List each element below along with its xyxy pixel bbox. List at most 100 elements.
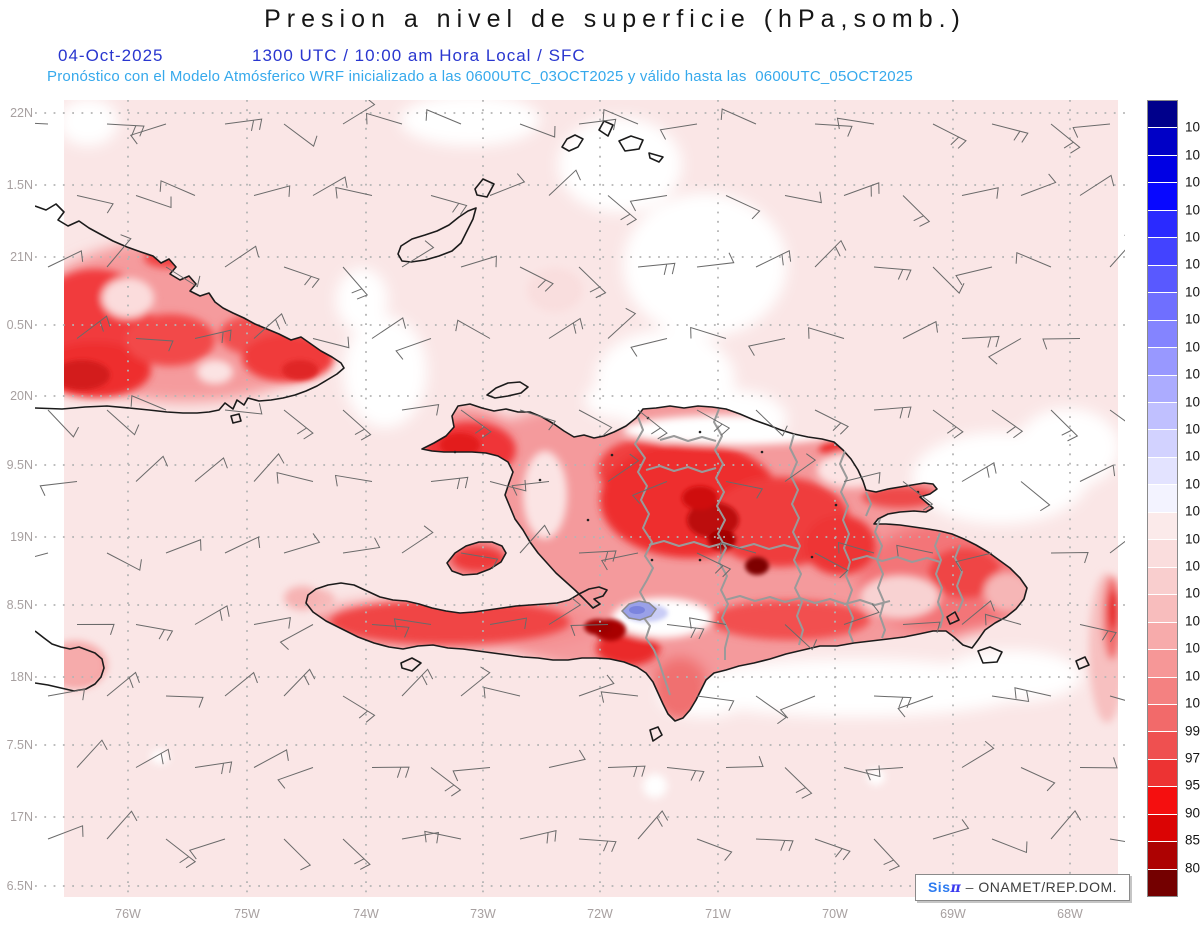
colorbar-tick-label: 1020 — [1185, 311, 1200, 327]
colorbar-tick-label: 1004 — [1185, 640, 1200, 656]
pressure-field — [64, 238, 1118, 723]
lon-label: 70W — [822, 907, 848, 921]
colorbar-cell — [1148, 677, 1177, 705]
caicos-island-1 — [561, 134, 584, 152]
watermark-org: ONAMET/REP.DOM. — [978, 879, 1118, 895]
colorbar-cell — [1148, 814, 1177, 843]
lat-label: 21N — [10, 250, 33, 264]
colorbar-tick-label: 1000 — [1185, 695, 1200, 711]
ile-a-vache-island — [400, 657, 422, 672]
colorbar-tick-label: 1019 — [1185, 339, 1200, 355]
colorbar-tick-label: 900 — [1185, 805, 1200, 821]
colorbar-cell — [1148, 540, 1177, 568]
province-borders — [634, 408, 964, 696]
colorbar-cell — [1148, 595, 1177, 623]
colorbar-tick-label: 970 — [1185, 750, 1200, 766]
sispi-logo: Sis — [927, 879, 951, 895]
lon-label: 74W — [353, 907, 379, 921]
lat-label: 0.5N — [6, 318, 33, 332]
colorbar-tick-label: 1030 — [1185, 202, 1200, 218]
lake-enriquillo — [620, 600, 658, 621]
lat-label: 1.5N — [6, 178, 33, 192]
colorbar-tick-label: 1017 — [1185, 394, 1200, 410]
pressure-map — [35, 100, 1125, 898]
colorbar-tick-label: 1013 — [1185, 503, 1200, 519]
caicos-island-4 — [648, 152, 664, 163]
caicos-island-3 — [618, 135, 644, 152]
colorbar-cell — [1148, 842, 1177, 870]
pressure-colorbar — [1147, 100, 1178, 897]
colorbar-cell — [1148, 402, 1177, 431]
colorbar-cell — [1148, 732, 1177, 760]
page-title: Presion a nivel de superficie (hPa,somb.… — [264, 5, 966, 33]
cuba-islet — [230, 413, 242, 424]
colorbar-cell — [1148, 320, 1177, 349]
colorbar-cell — [1148, 704, 1177, 733]
datetime-line: 04-Oct-2025 1300 UTC / 10:00 am Hora Loc… — [0, 46, 1200, 66]
colorbar-tick-label: 1015 — [1185, 448, 1200, 464]
lat-label: 18N — [10, 670, 33, 684]
lon-label: 73W — [470, 907, 496, 921]
colorbar-tick-label: 1006 — [1185, 613, 1200, 629]
colorbar-tick-label: 990 — [1185, 723, 1200, 739]
colorbar-cell — [1148, 622, 1177, 651]
colorbar-tick-label: 1040 — [1185, 147, 1200, 163]
lon-label: 69W — [940, 907, 966, 921]
colorbar-cell — [1148, 567, 1177, 596]
colorbar-cell — [1148, 375, 1177, 403]
forecast-time: 1300 UTC / 10:00 am Hora Local / SFC — [252, 46, 586, 65]
lat-label: 17N — [10, 810, 33, 824]
colorbar-tick-label: 850 — [1185, 832, 1200, 848]
lon-label: 75W — [234, 907, 260, 921]
colorbar-tick-label: 1050 — [1185, 119, 1200, 135]
colorbar-cell — [1148, 430, 1177, 458]
colorbar-cell — [1148, 101, 1177, 129]
mona-island — [1075, 656, 1090, 670]
little-inagua-island — [474, 178, 495, 198]
colorbar-tick-label: 1014 — [1185, 476, 1200, 492]
colorbar-cell — [1148, 787, 1177, 815]
colorbar-cell — [1148, 348, 1177, 376]
colorbar-cell — [1148, 210, 1177, 239]
beata-island — [649, 726, 663, 742]
colorbar-tick-label: 1018 — [1185, 366, 1200, 382]
forecast-date: 04-Oct-2025 — [58, 46, 164, 65]
lon-label: 71W — [705, 907, 731, 921]
lat-label: 20N — [10, 389, 33, 403]
lon-label: 76W — [115, 907, 141, 921]
colorbar-tick-label: 950 — [1185, 777, 1200, 793]
model-init-line: Pronóstico con el Modelo Atmósferico WRF… — [47, 68, 913, 85]
colorbar-tick-label: 1016 — [1185, 421, 1200, 437]
saona-island — [977, 646, 1003, 664]
lat-label: 6.5N — [6, 879, 33, 893]
jamaica-coast — [35, 630, 105, 692]
lat-label: 7.5N — [6, 738, 33, 752]
watermark-box: Sisπ – ONAMET/REP.DOM. — [915, 874, 1130, 901]
colorbar-cell — [1148, 238, 1177, 266]
watermark-separator: – — [961, 879, 979, 895]
gonave-island — [446, 541, 507, 576]
colorbar-cell — [1148, 650, 1177, 678]
colorbar-tick-label: 1035 — [1185, 174, 1200, 190]
wind-barbs — [35, 100, 1125, 872]
colorbar-cell — [1148, 183, 1177, 211]
lat-label: 9.5N — [6, 458, 33, 472]
pi-symbol: π — [950, 880, 962, 896]
lat-label: 8.5N — [6, 598, 33, 612]
colorbar-tick-label: 1025 — [1185, 256, 1200, 272]
colorbar-tick-label: 1012 — [1185, 531, 1200, 547]
cuba-coast — [35, 203, 345, 414]
colorbar-tick-label: 1028 — [1185, 229, 1200, 245]
lat-label: 19N — [10, 530, 33, 544]
colorbar-cell — [1148, 457, 1177, 486]
colorbar-cell — [1148, 155, 1177, 184]
colorbar-cell — [1148, 869, 1177, 897]
lon-label: 72W — [587, 907, 613, 921]
colorbar-tick-label: 1022 — [1185, 284, 1200, 300]
coastlines — [35, 120, 1090, 742]
hispaniola-coast — [305, 403, 1028, 722]
colorbar-cell — [1148, 485, 1177, 513]
colorbar-tick-label: 800 — [1185, 860, 1200, 876]
